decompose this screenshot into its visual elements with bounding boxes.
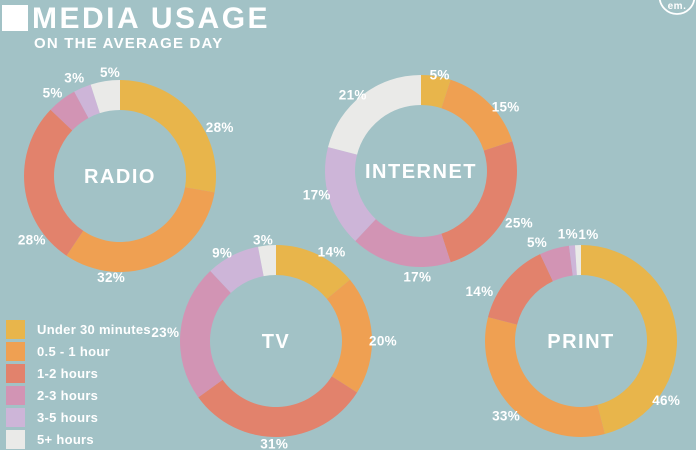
percent-label: 17% [403, 269, 431, 284]
logo-text: em. [668, 1, 687, 12]
donut-chart-print: 46% 33% 14% 5% 1% 1% PRINT [465, 226, 680, 437]
legend-label: Under 30 minutes [37, 322, 151, 337]
legend-swatch [6, 386, 25, 405]
donut-segment [210, 246, 264, 293]
legend-swatch [6, 430, 25, 449]
percent-label: 46% [652, 393, 680, 408]
percent-label: 14% [465, 284, 493, 299]
donut-segment [50, 91, 89, 131]
percent-label: 5% [527, 235, 547, 250]
legend-item: 2-3 hours [6, 386, 151, 405]
percent-label: 25% [505, 216, 533, 231]
legend-swatch [6, 408, 25, 427]
percent-label: 5% [430, 67, 450, 82]
donut-segment [74, 84, 100, 119]
percent-label: 9% [212, 246, 232, 261]
donut-segment [441, 141, 517, 263]
legend-item: 1-2 hours [6, 364, 151, 383]
donut-segment [326, 279, 372, 393]
percent-label: 1% [558, 226, 578, 241]
donut-segment [276, 245, 350, 299]
donut-segment [488, 254, 553, 325]
legend-item: Under 30 minutes [6, 320, 151, 339]
donut-chart-tv: 14% 20% 31% 23% 9% 3% TV [151, 232, 397, 450]
title-square [2, 5, 28, 31]
percent-label: 14% [318, 244, 346, 259]
chart-title: PRINT [547, 331, 615, 353]
percent-label: 17% [303, 188, 331, 203]
percent-label: 33% [492, 408, 520, 423]
page-title: MEDIA USAGE [32, 2, 271, 35]
donut-segment [325, 147, 376, 241]
donut-segment [568, 245, 577, 276]
donut-segment [581, 245, 677, 434]
legend-item: 0.5 - 1 hour [6, 342, 151, 361]
donut-segment [258, 245, 276, 277]
donut-segment [441, 79, 513, 151]
legend-label: 0.5 - 1 hour [37, 344, 110, 359]
em-logo: em. [658, 0, 696, 15]
legend-swatch [6, 342, 25, 361]
donut-segment [24, 109, 84, 256]
donut-segment [198, 376, 358, 437]
legend-label: 2-3 hours [37, 388, 99, 403]
percent-label: 31% [260, 436, 288, 450]
donut-segment [574, 245, 581, 276]
legend-label: 3-5 hours [37, 410, 99, 425]
percent-label: 23% [151, 325, 179, 340]
legend-label: 1-2 hours [37, 366, 99, 381]
percent-label: 1% [578, 227, 598, 242]
legend-item: 5+ hours [6, 430, 151, 449]
percent-label: 5% [43, 85, 63, 100]
donut-segment [355, 219, 451, 267]
legend-swatch [6, 364, 25, 383]
donut-segment [66, 187, 215, 272]
legend: Under 30 minutes 0.5 - 1 hour 1-2 hours 2-3… [6, 320, 151, 450]
percent-label: 5% [100, 65, 120, 80]
chart-title: TV [262, 331, 291, 353]
percent-label: 3% [64, 71, 84, 86]
percent-label: 28% [18, 233, 46, 248]
percent-label: 15% [492, 100, 520, 115]
donut-chart-radio: 28%32%28%5%3% 5%RADIO [18, 65, 234, 285]
donut-chart-internet: 5% 15% 25% 17% 17% 21% INTERNET [303, 67, 533, 284]
donut-segment [90, 80, 120, 114]
donut-segment [485, 317, 605, 437]
donut-segment [421, 75, 451, 109]
donut-segment [120, 80, 216, 193]
percent-label: 3% [253, 232, 273, 247]
legend-label: 5+ hours [37, 432, 94, 447]
percent-label: 20% [369, 334, 397, 349]
percent-label: 28% [206, 120, 234, 135]
legend-item: 3-5 hours [6, 408, 151, 427]
donut-segment [180, 271, 231, 398]
legend-swatch [6, 320, 25, 339]
chart-title: RADIO [84, 166, 156, 188]
donut-segment [328, 75, 421, 155]
logo-circle-icon [658, 0, 696, 15]
donut-segment [540, 245, 573, 282]
page-subtitle: ON THE AVERAGE DAY [34, 35, 224, 52]
percent-label: 21% [339, 88, 367, 103]
chart-title: INTERNET [365, 161, 477, 183]
percent-label: 32% [97, 270, 125, 285]
